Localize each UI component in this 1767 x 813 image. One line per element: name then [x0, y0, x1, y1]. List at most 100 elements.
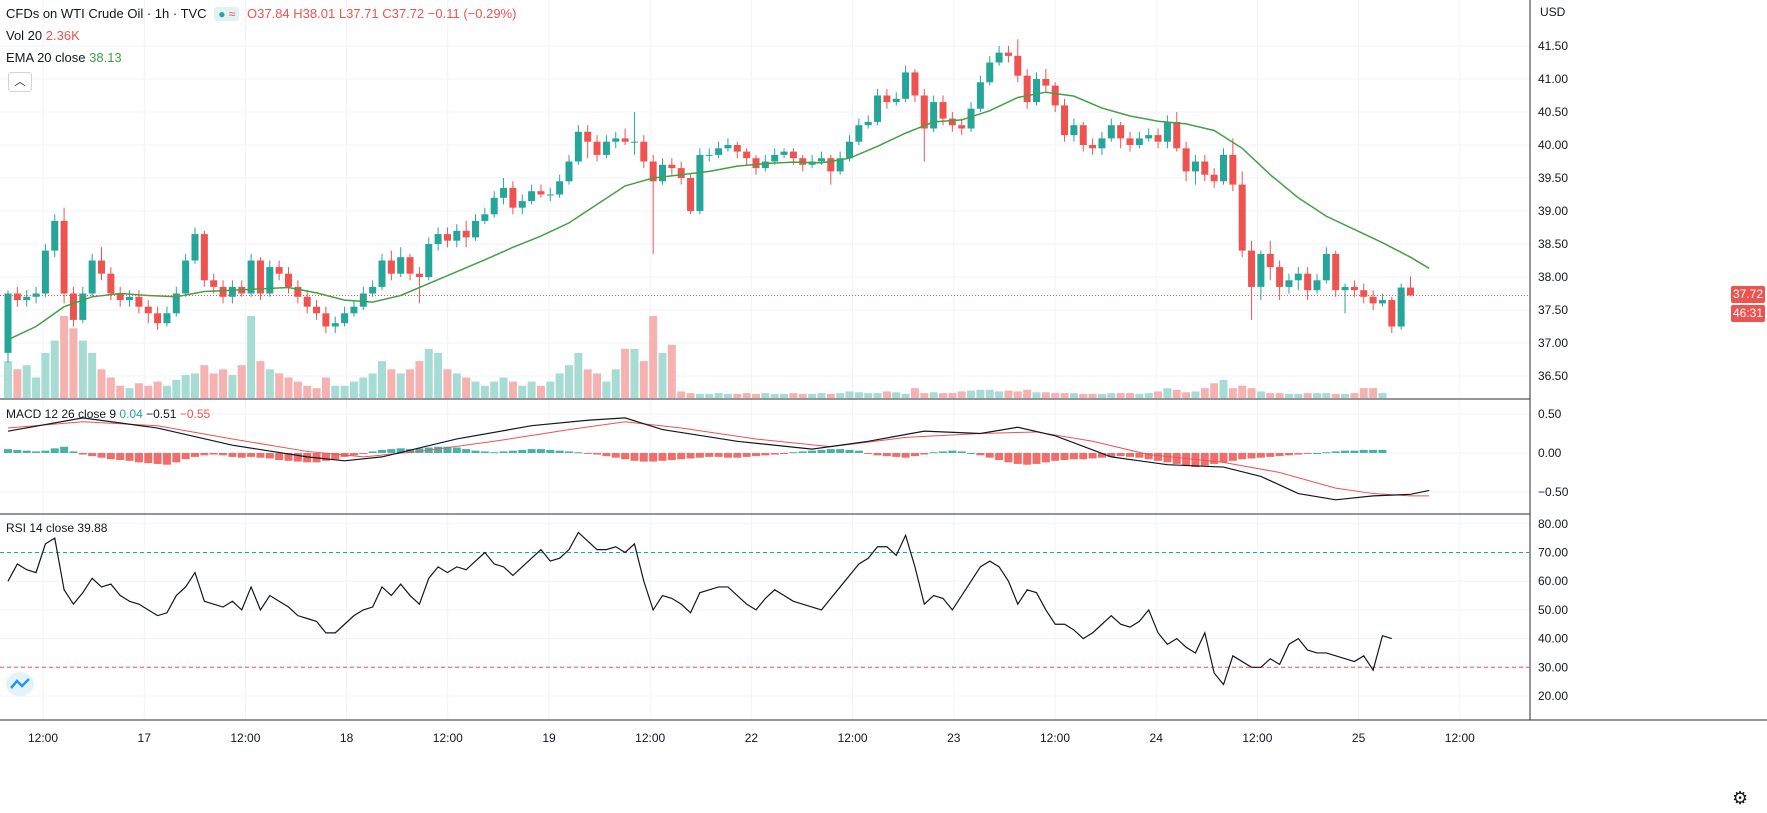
volume-bar: [378, 361, 386, 398]
time-tick-label: 12:00: [28, 731, 58, 745]
macd-hist-bar: [1144, 453, 1153, 460]
candle-body: [920, 95, 928, 129]
candle-body: [1388, 300, 1396, 327]
macd-hist-bar: [761, 453, 770, 456]
macd-hist-bar: [480, 451, 489, 453]
macd-hist-bar: [275, 453, 284, 461]
candle-body: [191, 234, 199, 261]
candle-body: [1350, 286, 1358, 291]
rsi-axis[interactable]: 80.00 70.00 60.00 50.00 40.00 30.00 20.00: [1538, 517, 1568, 703]
volume-bar: [873, 393, 882, 398]
volume-bar: [882, 391, 891, 398]
macd-hist-bar: [770, 453, 779, 455]
volume-bar: [499, 377, 508, 398]
volume-bar: [172, 379, 181, 398]
macd-legend[interactable]: MACD 12 26 close 9 0.04 −0.51 −0.55: [6, 407, 210, 421]
candle-body: [1117, 125, 1125, 139]
time-tick-label: 18: [340, 731, 354, 745]
volume-bar: [237, 365, 246, 398]
countdown-tag: 46:31: [1731, 305, 1765, 322]
volume-bar: [359, 377, 368, 398]
collapse-legend-button[interactable]: ︿: [8, 72, 32, 92]
candle-body: [509, 187, 517, 208]
macd-hist-bar: [1369, 449, 1378, 453]
candle-body: [593, 141, 601, 155]
ema-legend[interactable]: EMA 20 close 38.13: [6, 50, 122, 65]
macd-hist-bar: [920, 453, 929, 455]
volume-legend[interactable]: Vol 20 2.36K: [6, 28, 80, 43]
macd-hist-bar: [1060, 453, 1069, 461]
volume-bar: [658, 352, 667, 398]
volume-bar: [1088, 393, 1097, 398]
macd-hist-bar: [518, 449, 527, 453]
macd-hist-bar: [1023, 453, 1032, 465]
volume-bar: [733, 393, 742, 398]
candle-body: [303, 296, 311, 307]
time-tick-label: 19: [542, 731, 556, 745]
volume-bar: [106, 377, 115, 398]
candle-body: [369, 286, 377, 294]
macd-hist-bar: [1172, 453, 1181, 464]
macd-hist-bar: [88, 453, 97, 457]
volume-bar: [1126, 393, 1134, 398]
macd-hist-bar: [929, 452, 938, 454]
ohlc-open: O37.84: [247, 6, 290, 21]
volume-legend-label: Vol 20: [6, 28, 43, 43]
macd-hist-bar: [752, 453, 760, 457]
candle-body: [584, 131, 592, 142]
macd-signal-line: [7, 421, 1430, 497]
market-status-chip[interactable]: ● ≈: [214, 7, 240, 21]
macd-axis[interactable]: 0.50 0.00 −0.50: [1538, 407, 1569, 499]
price-tick-label: 41.00: [1538, 72, 1568, 86]
candle-body: [724, 145, 732, 149]
macd-hist-bar: [555, 450, 564, 453]
candle-body: [472, 220, 479, 238]
macd-hist-bar: [714, 453, 723, 457]
candle-body: [172, 293, 180, 314]
candle-body: [612, 138, 620, 142]
volume-bar: [714, 393, 723, 398]
candle-body: [836, 158, 844, 172]
macd-hist-bar: [808, 450, 817, 453]
candle-body: [126, 296, 134, 301]
candle-body: [107, 273, 115, 294]
symbol-legend: CFDs on WTI Crude Oil · 1h · TVC ● ≈ O37…: [6, 6, 516, 21]
time-tick-label: 12:00: [1445, 731, 1475, 745]
macd-hist-bar: [901, 453, 910, 458]
volume-bar: [1013, 391, 1022, 398]
time-axis[interactable]: 12:00 17 12:00 18 12:00 19 12:00 22 12:00 23 12:00…: [28, 731, 1475, 745]
macd-hist-bar: [1247, 453, 1256, 459]
macd-hist-bar: [1013, 453, 1022, 464]
volume-bar: [845, 391, 854, 398]
candle-body: [602, 141, 610, 155]
candle-body: [256, 260, 264, 294]
candle-body: [425, 244, 433, 277]
macd-hist-bar: [41, 450, 50, 453]
volume-bar: [331, 385, 340, 398]
candle-body: [434, 234, 442, 244]
macd-hist-bar: [359, 453, 368, 454]
settings-gear-icon[interactable]: ⚙: [1732, 788, 1749, 808]
macd-hist-bar: [200, 453, 209, 456]
macd-hist-bar: [13, 449, 22, 453]
candle-body: [453, 230, 461, 241]
macd-hist-bar: [1266, 453, 1275, 457]
volume-bar: [1294, 393, 1303, 398]
price-axis[interactable]: 41.50 41.00 40.50 40.00 39.50 39.00 38.50 38.00…: [1538, 39, 1568, 383]
macd-hist-bar: [826, 449, 835, 453]
volume-bar: [256, 361, 265, 398]
symbol-title[interactable]: CFDs on WTI Crude Oil · 1h · TVC: [6, 6, 207, 21]
macd-hist-bar: [508, 450, 517, 453]
rsi-legend[interactable]: RSI 14 close 39.88: [6, 521, 107, 535]
macd-hist-bar: [1154, 453, 1163, 461]
macd-hist-bar: [939, 451, 947, 453]
macd-hist-bar: [948, 450, 957, 453]
volume-bar: [901, 393, 910, 398]
macd-hist-bar: [1182, 453, 1191, 466]
tradingview-logo[interactable]: [6, 672, 34, 696]
macd-hist-bar: [733, 453, 742, 458]
rsi-tick-label: 70.00: [1538, 546, 1568, 560]
volume-bar: [1247, 388, 1256, 398]
time-tick-label: 22: [745, 731, 759, 745]
